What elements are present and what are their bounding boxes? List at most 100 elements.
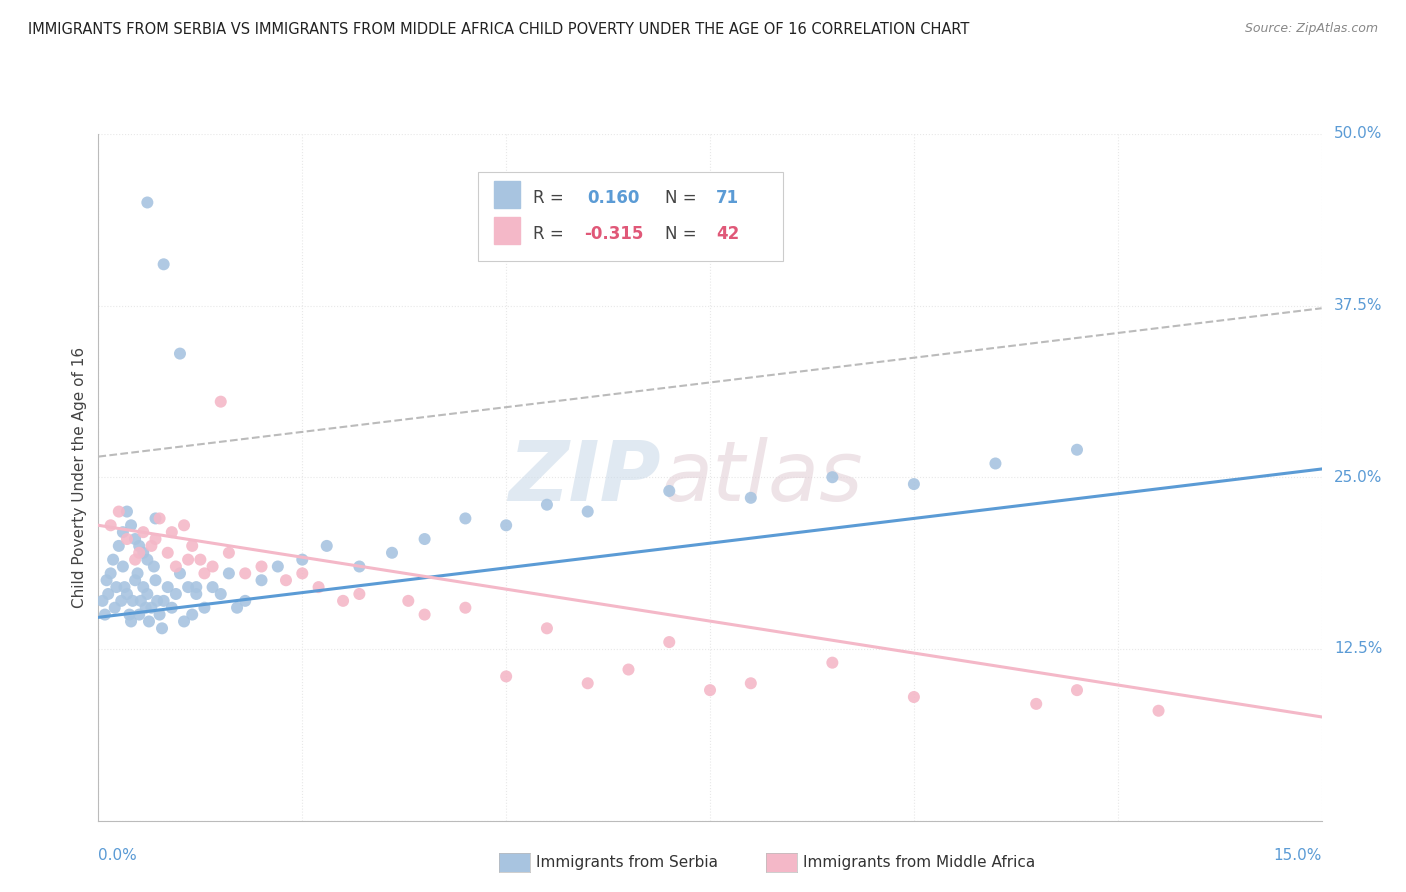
Text: Immigrants from Middle Africa: Immigrants from Middle Africa	[803, 855, 1035, 870]
Point	[136, 195, 159, 210]
Point	[267, 559, 290, 574]
Point	[576, 505, 599, 519]
Point	[104, 600, 127, 615]
Point	[132, 546, 155, 560]
Point	[128, 546, 150, 560]
Text: 0.0%: 0.0%	[98, 848, 138, 863]
Point	[142, 559, 165, 574]
Point	[226, 600, 249, 615]
Point	[94, 607, 117, 622]
Point	[201, 559, 224, 574]
Point	[209, 587, 232, 601]
Point	[291, 566, 314, 581]
Text: ZIP: ZIP	[509, 437, 661, 517]
Text: R =: R =	[533, 189, 564, 207]
Point	[821, 470, 844, 484]
Text: Source: ZipAtlas.com: Source: ZipAtlas.com	[1244, 22, 1378, 36]
Point	[349, 559, 371, 574]
Point	[124, 574, 146, 588]
Point	[903, 690, 925, 704]
Point	[454, 511, 477, 525]
Text: 25.0%: 25.0%	[1334, 470, 1382, 484]
Point	[193, 566, 215, 581]
Point	[128, 607, 150, 622]
Point	[145, 532, 167, 546]
Point	[1025, 697, 1047, 711]
Point	[96, 574, 118, 588]
Point	[188, 552, 212, 566]
Point	[1147, 704, 1170, 718]
Point	[173, 518, 195, 533]
Point	[315, 539, 337, 553]
Point	[165, 587, 187, 601]
Point	[536, 621, 558, 635]
Point	[201, 580, 224, 594]
Point	[233, 566, 256, 581]
Point	[115, 532, 138, 546]
Point	[127, 566, 149, 581]
Point	[1066, 442, 1088, 457]
Point	[108, 505, 131, 519]
Point	[740, 491, 762, 505]
Point	[165, 559, 187, 574]
Point	[136, 552, 159, 566]
Point	[97, 587, 120, 601]
Point	[495, 518, 517, 533]
FancyBboxPatch shape	[478, 171, 783, 260]
Point	[177, 580, 200, 594]
Point	[576, 676, 599, 690]
Bar	[494, 180, 520, 208]
Point	[349, 587, 371, 601]
Point	[91, 594, 114, 608]
Point	[308, 580, 330, 594]
Point	[903, 477, 925, 491]
Point	[141, 539, 163, 553]
Point	[658, 483, 681, 498]
Point	[120, 518, 142, 533]
Text: atlas: atlas	[661, 437, 863, 517]
Point	[169, 346, 191, 360]
Point	[111, 525, 134, 540]
Point	[120, 615, 142, 629]
Point	[381, 546, 404, 560]
Point	[209, 394, 232, 409]
Bar	[494, 217, 520, 244]
Point	[121, 594, 143, 608]
Point	[136, 587, 159, 601]
Y-axis label: Child Poverty Under the Age of 16: Child Poverty Under the Age of 16	[72, 347, 87, 607]
Point	[250, 574, 273, 588]
Point	[181, 539, 204, 553]
Point	[699, 683, 721, 698]
Point	[177, 552, 200, 566]
Point	[181, 607, 204, 622]
Point	[108, 539, 131, 553]
Point	[111, 559, 134, 574]
Point	[291, 552, 314, 566]
Point	[233, 594, 256, 608]
Point	[145, 511, 167, 525]
Point	[124, 552, 146, 566]
Text: N =: N =	[665, 189, 696, 207]
Point	[152, 257, 174, 271]
Point	[110, 594, 132, 608]
Text: IMMIGRANTS FROM SERBIA VS IMMIGRANTS FROM MIDDLE AFRICA CHILD POVERTY UNDER THE : IMMIGRANTS FROM SERBIA VS IMMIGRANTS FRO…	[28, 22, 970, 37]
Point	[150, 621, 173, 635]
Point	[152, 594, 174, 608]
Point	[1066, 683, 1088, 698]
Point	[124, 532, 146, 546]
Point	[118, 607, 141, 622]
Point	[186, 580, 208, 594]
Point	[173, 615, 195, 629]
Point	[740, 676, 762, 690]
Point	[141, 600, 163, 615]
Point	[169, 566, 191, 581]
Point	[101, 552, 124, 566]
Text: 0.160: 0.160	[588, 189, 640, 207]
Point	[658, 635, 681, 649]
Point	[145, 574, 167, 588]
Point	[821, 656, 844, 670]
Text: -0.315: -0.315	[583, 226, 644, 244]
Point	[149, 607, 172, 622]
Point	[156, 546, 179, 560]
Point	[160, 600, 183, 615]
